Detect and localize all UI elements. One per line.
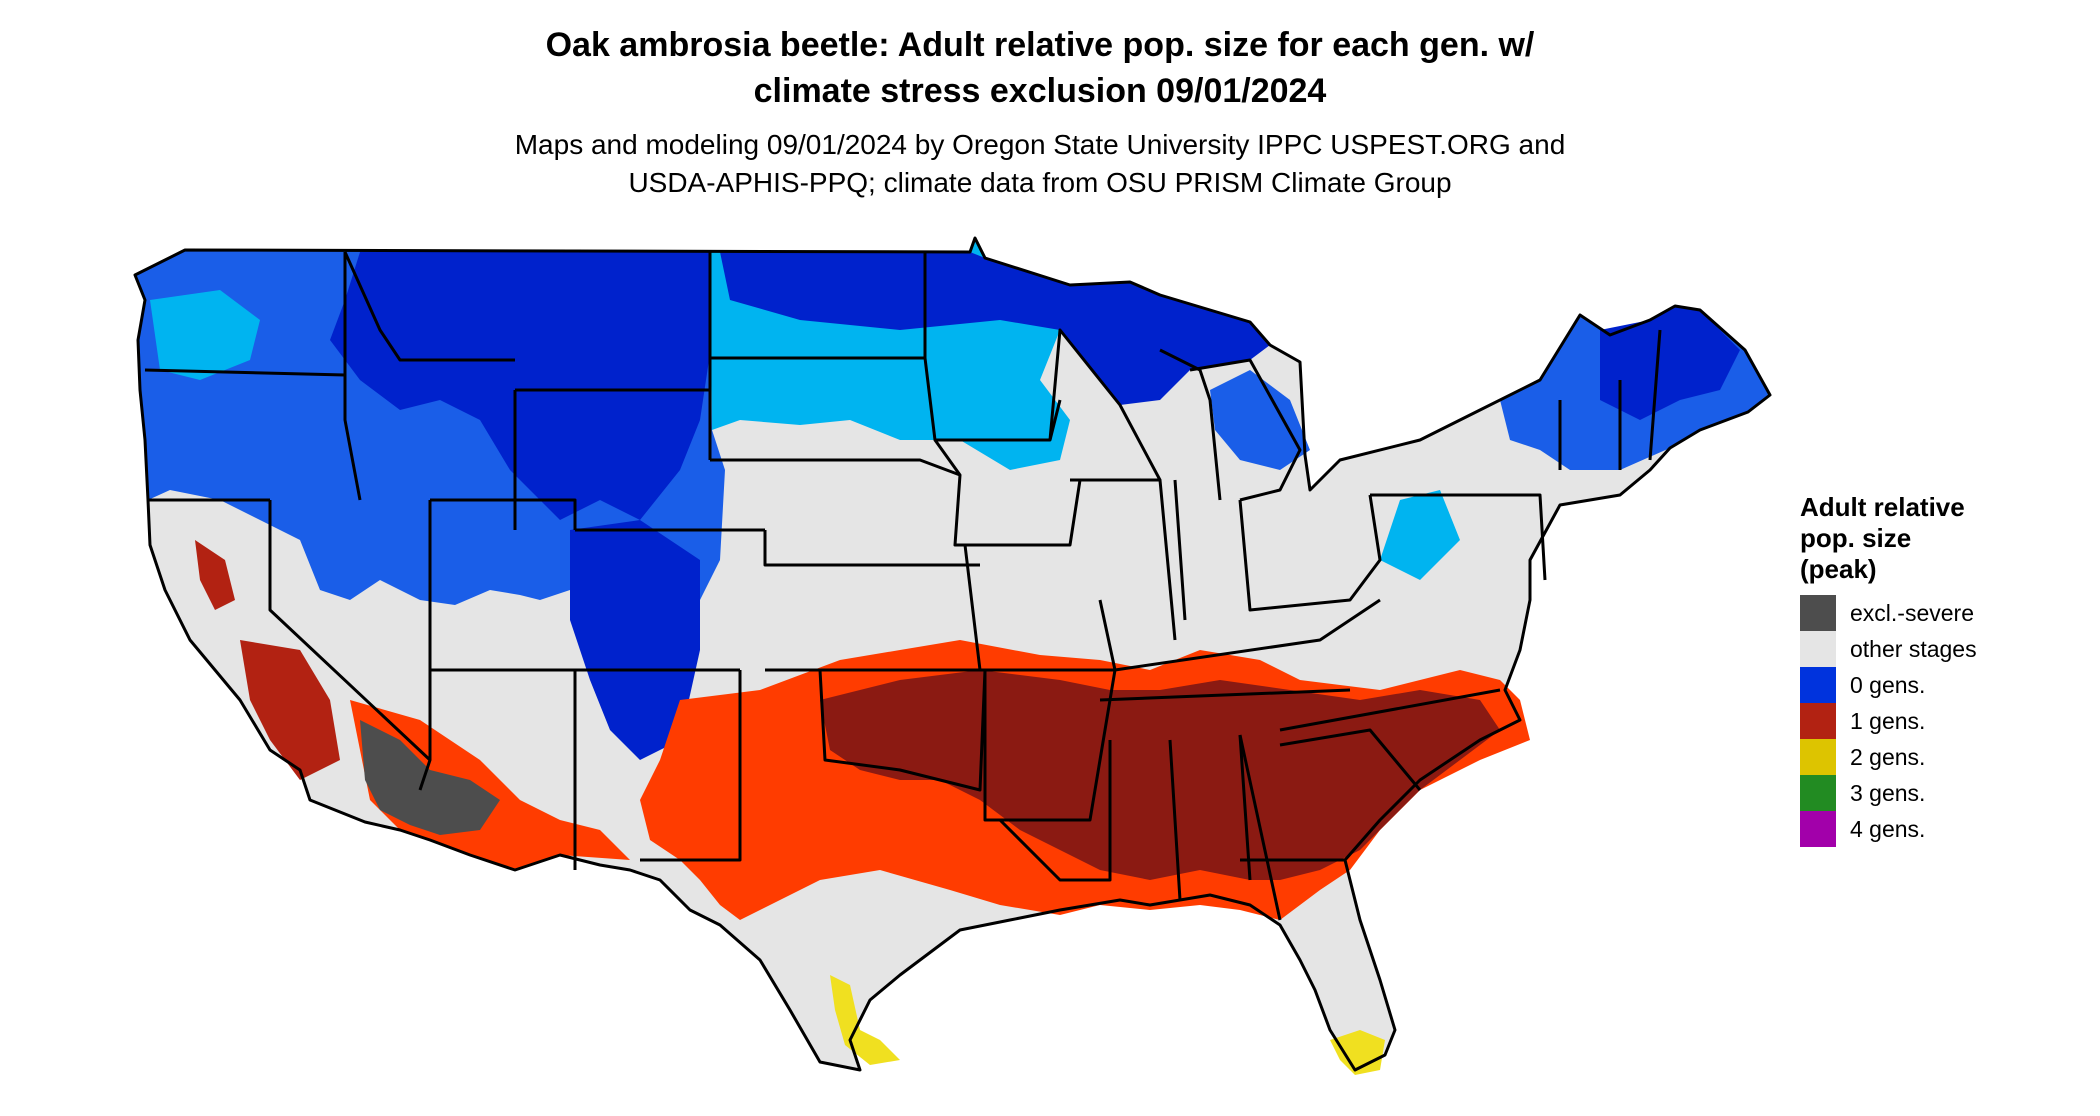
- title-line-1: Oak ambrosia beetle: Adult relative pop.…: [545, 26, 1535, 64]
- legend-swatch: [1800, 739, 1836, 775]
- country-outline: [133, 236, 1772, 1072]
- legend-swatch: [1800, 703, 1836, 739]
- border-ok-tx: [818, 669, 987, 792]
- legend-item-0-gens: 0 gens.: [1800, 667, 2060, 703]
- border-oh: [1238, 494, 1382, 612]
- border-mo: [963, 544, 1117, 672]
- map-fills: [135, 238, 1770, 1075]
- legend-swatch: [1800, 667, 1836, 703]
- border-ia: [933, 439, 1082, 547]
- legend-title-line-2: pop. size: [1800, 523, 1912, 553]
- border-ne-ks: [763, 530, 980, 567]
- border-id-mt: [343, 251, 515, 362]
- border-ca-nv: [268, 500, 432, 791]
- border-nm-tx: [640, 670, 742, 862]
- legend-swatch: [1800, 811, 1836, 847]
- border-wa-or: [144, 368, 346, 377]
- legend-item-4-gens: 4 gens.: [1800, 811, 2060, 847]
- region-2gens-florida: [1330, 1030, 1385, 1075]
- border-mi: [1189, 358, 1302, 502]
- legend-title-line-1: Adult relative: [1800, 492, 1965, 522]
- legend-label: 4 gens.: [1850, 815, 1926, 842]
- border-va-nc: [1279, 688, 1501, 732]
- border-michigan-lower: [1159, 348, 1222, 501]
- legend-label: 0 gens.: [1850, 671, 1926, 698]
- region-2gens-texas: [830, 975, 900, 1065]
- legend-title: Adult relative pop. size (peak): [1800, 492, 2060, 585]
- map-legend: Adult relative pop. size (peak) excl.-se…: [1800, 492, 2060, 847]
- legend-item-other-stages: other stages: [1800, 631, 2060, 667]
- region-0gens-michigan: [1210, 370, 1310, 470]
- legend-swatch: [1800, 775, 1836, 811]
- region-1gens-core: [820, 670, 1500, 880]
- border-nc-sc: [1279, 728, 1422, 791]
- legend-swatch: [1800, 595, 1836, 631]
- legend-swatch: [1800, 631, 1836, 667]
- subtitle-line-2: USDA-APHIS-PPQ; climate data from OSU PR…: [628, 167, 1452, 198]
- legend-item-1-gens: 1 gens.: [1800, 703, 2060, 739]
- legend-label: 1 gens.: [1850, 707, 1926, 734]
- border-ga-al: [1238, 734, 1282, 921]
- border-id: [343, 252, 362, 501]
- region-0gens-west-light: [150, 290, 260, 380]
- legend-label: other stages: [1850, 635, 1977, 662]
- legend-label: excl.-severe: [1850, 599, 1974, 626]
- map-title: Oak ambrosia beetle: Adult relative pop.…: [330, 22, 1750, 114]
- border-ms-al: [1108, 734, 1252, 901]
- border-wi: [1048, 328, 1162, 481]
- subtitle-line-1: Maps and modeling 09/01/2024 by Oregon S…: [514, 129, 1566, 160]
- region-0gens-rockies: [570, 520, 700, 760]
- legend-item-excl-severe: excl.-severe: [1800, 595, 2060, 631]
- border-tn: [1099, 688, 1351, 702]
- region-0gens-west-dark: [330, 252, 712, 520]
- border-pa-ny: [1370, 493, 1547, 581]
- border-ky: [1114, 598, 1381, 672]
- legend-label: 2 gens.: [1850, 743, 1926, 770]
- state-borders: [133, 236, 1772, 1072]
- border-ny-ne: [1558, 329, 1662, 470]
- legend-item-2-gens: 2 gens.: [1800, 739, 2060, 775]
- title-line-2: climate stress exclusion 09/01/2024: [753, 72, 1327, 110]
- region-excl-severe: [360, 720, 500, 835]
- legend-item-3-gens: 3 gens.: [1800, 775, 2060, 811]
- border-sd-ne: [710, 458, 961, 477]
- region-0gens-northwoods: [720, 252, 1270, 405]
- region-1gens-socal: [240, 640, 340, 780]
- legend-label: 3 gens.: [1850, 779, 1926, 806]
- border-ut-north: [430, 498, 577, 530]
- region-0gens-newengland: [1600, 306, 1740, 420]
- region-1gens-california: [195, 540, 235, 610]
- map-subtitle: Maps and modeling 09/01/2024 by Oregon S…: [330, 126, 1750, 202]
- region-0gens-appalachian: [1380, 490, 1460, 580]
- legend-title-line-3: (peak): [1800, 554, 1877, 584]
- border-ar: [983, 669, 1117, 822]
